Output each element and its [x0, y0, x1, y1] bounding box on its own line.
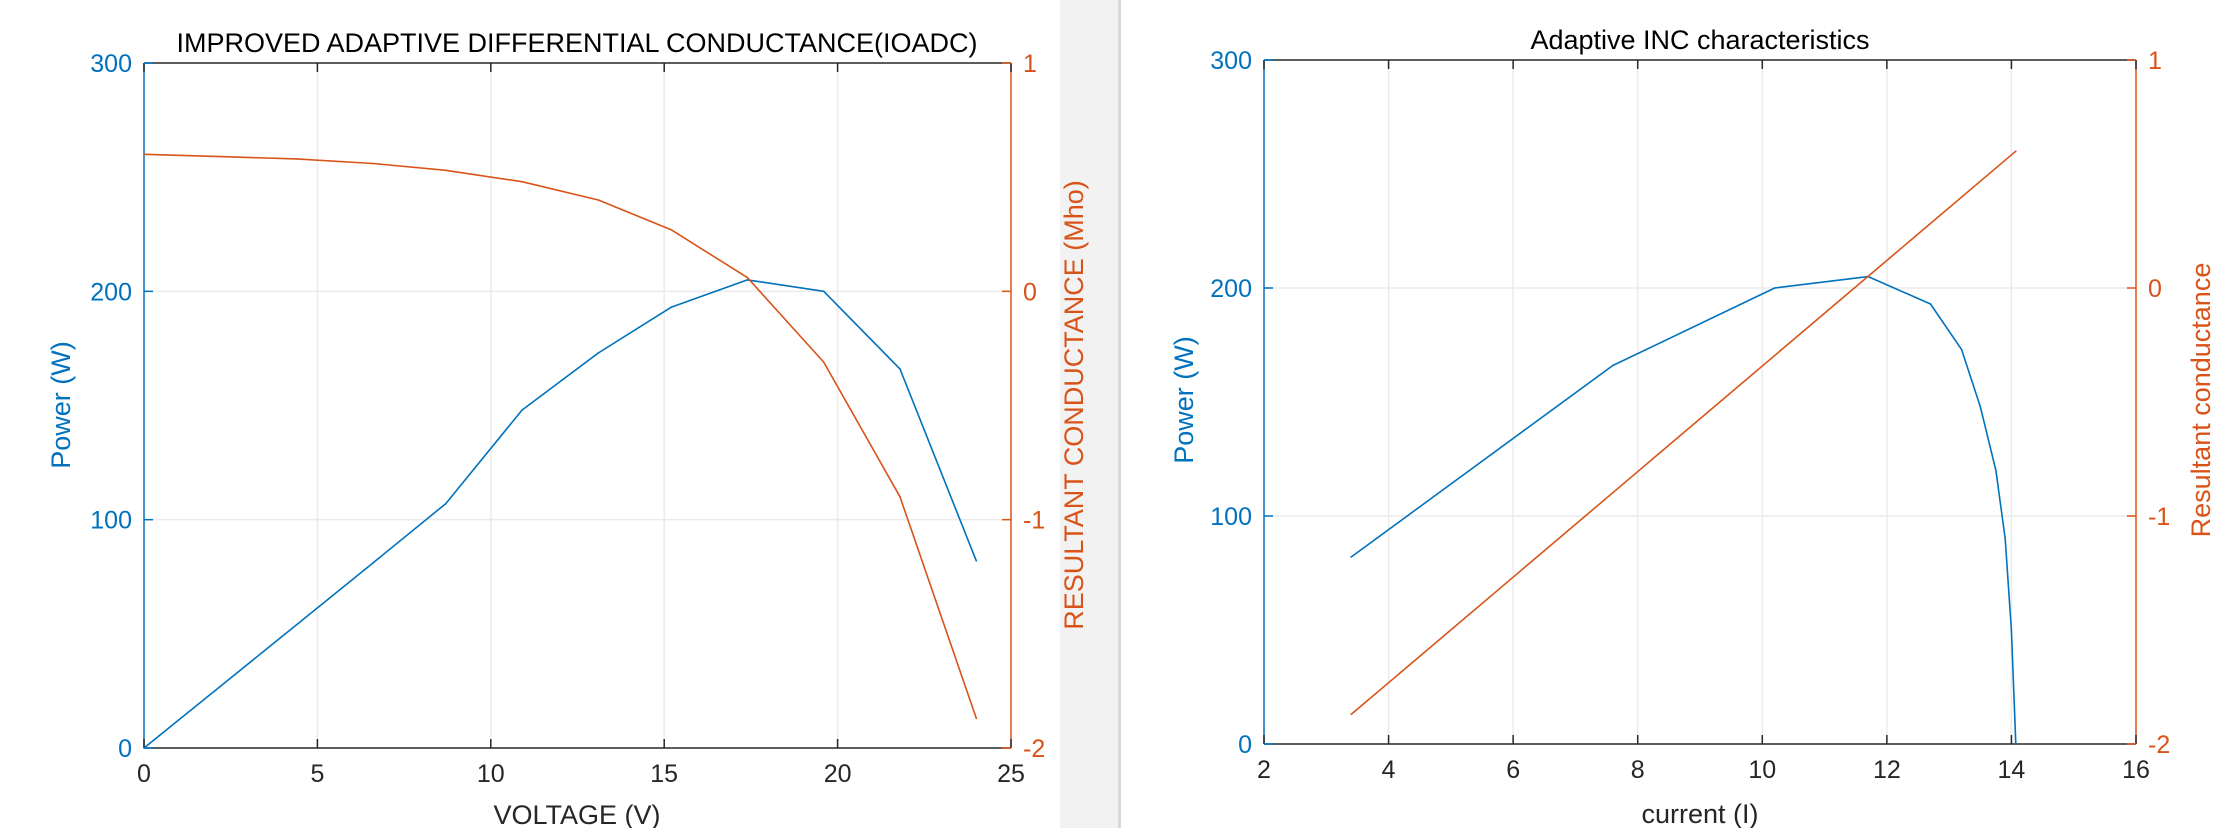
y-axis-label-left: Power (W): [46, 341, 76, 469]
x-tick-label: 25: [997, 760, 1025, 788]
power-data-point: [597, 352, 600, 354]
x-tick-label: 12: [1873, 756, 1901, 784]
x-tick-label: 2: [1257, 756, 1271, 784]
x-tick-label: 20: [824, 760, 852, 788]
y-axis-label-right: RESULTANT CONDUCTANCE (Mho): [1059, 180, 1089, 630]
power-data-point: [899, 368, 901, 370]
power-series-line: [143, 279, 978, 749]
power-data-point: [372, 562, 374, 564]
ioadc-chart: IMPROVED ADAPTIVE DIFFERENTIAL CONDUCTAN…: [46, 28, 1089, 828]
chart-title: IMPROVED ADAPTIVE DIFFERENTIAL CONDUCTAN…: [176, 28, 977, 58]
y-tick-label-right: 1: [1023, 50, 1037, 78]
y-tick-label-left: 0: [1238, 731, 1252, 759]
conductance-data-point: [521, 180, 523, 183]
conductance-data-point: [822, 361, 825, 363]
conductance-data-point: [597, 199, 600, 201]
power-data-point: [1929, 303, 1932, 305]
y-tick-label-right: -2: [2148, 731, 2170, 759]
power-data-point: [521, 409, 523, 411]
power-data-point: [1350, 556, 1352, 558]
conductance-data-point: [372, 162, 374, 165]
conductance-data-point: [219, 155, 222, 158]
x-axis-label: current (I): [1641, 799, 1758, 828]
power-data-point: [1612, 364, 1614, 367]
y-tick-label-left: 300: [1210, 47, 1252, 75]
page-seam-edge: [1118, 0, 1121, 828]
y-tick-label-right: -1: [2148, 503, 2170, 531]
x-tick-label: 15: [650, 760, 678, 788]
conductance-data-point: [975, 717, 978, 720]
power-data-point: [2004, 538, 2006, 540]
power-data-point: [1979, 405, 1982, 408]
x-tick-label: 4: [1382, 756, 1396, 784]
conductance-data-point: [670, 228, 672, 231]
x-tick-label: 0: [137, 760, 151, 788]
conductance-series-line: [1350, 150, 2017, 716]
conductance-data-point: [143, 153, 145, 156]
y-axis-label-right: Resultant conductance: [2186, 263, 2216, 538]
conductance-series-line: [143, 153, 978, 719]
y-tick-label-left: 200: [1210, 275, 1252, 303]
conductance-data-point: [899, 496, 901, 498]
adaptive-inc-chart: Adaptive INC characteristics current (I)…: [1169, 25, 2216, 828]
y-tick-label-left: 100: [1210, 503, 1252, 531]
y-tick-label-right: 0: [1023, 278, 1037, 306]
conductance-data-point: [444, 169, 447, 172]
x-tick-label: 6: [1506, 756, 1520, 784]
conductance-data-point: [1350, 713, 1352, 716]
x-tick-label: 5: [310, 760, 324, 788]
power-data-point: [2010, 629, 2013, 631]
y-axis-label-left: Power (W): [1169, 336, 1199, 464]
y-tick-label-right: 0: [2148, 275, 2162, 303]
power-data-point: [219, 685, 222, 688]
power-data-point: [444, 502, 447, 505]
power-series-line: [1350, 275, 2017, 745]
power-data-point: [822, 290, 825, 293]
y-tick-label-left: 200: [90, 278, 132, 306]
power-data-point: [1773, 287, 1776, 289]
y-tick-label-right: -1: [1023, 507, 1045, 535]
power-data-point: [1960, 348, 1963, 351]
page-seam: [1060, 0, 1120, 828]
conductance-data-point: [295, 158, 298, 160]
x-tick-label: 10: [477, 760, 505, 788]
power-data-point: [746, 279, 749, 281]
conductance-data-point: [746, 276, 749, 279]
power-data-point: [1995, 469, 1997, 472]
power-data-point: [2013, 709, 2016, 711]
y-tick-label-right: 1: [2148, 47, 2162, 75]
x-tick-label: 16: [2122, 756, 2150, 784]
y-tick-label-left: 0: [118, 735, 132, 763]
power-data-point: [975, 559, 978, 562]
x-axis-label: VOLTAGE (V): [493, 800, 660, 828]
conductance-data-point: [2014, 150, 2017, 152]
y-tick-label-left: 300: [90, 50, 132, 78]
x-tick-label: 14: [1998, 756, 2026, 784]
power-data-point: [295, 623, 298, 626]
power-data-point: [670, 306, 672, 309]
x-tick-label: 10: [1748, 756, 1776, 784]
x-tick-label: 8: [1631, 756, 1645, 784]
chart-title: Adaptive INC characteristics: [1530, 25, 1869, 55]
y-tick-label-right: -2: [1023, 735, 1045, 763]
power-data-point: [2014, 743, 2017, 745]
power-data-point: [143, 747, 145, 749]
y-tick-label-left: 100: [90, 507, 132, 535]
